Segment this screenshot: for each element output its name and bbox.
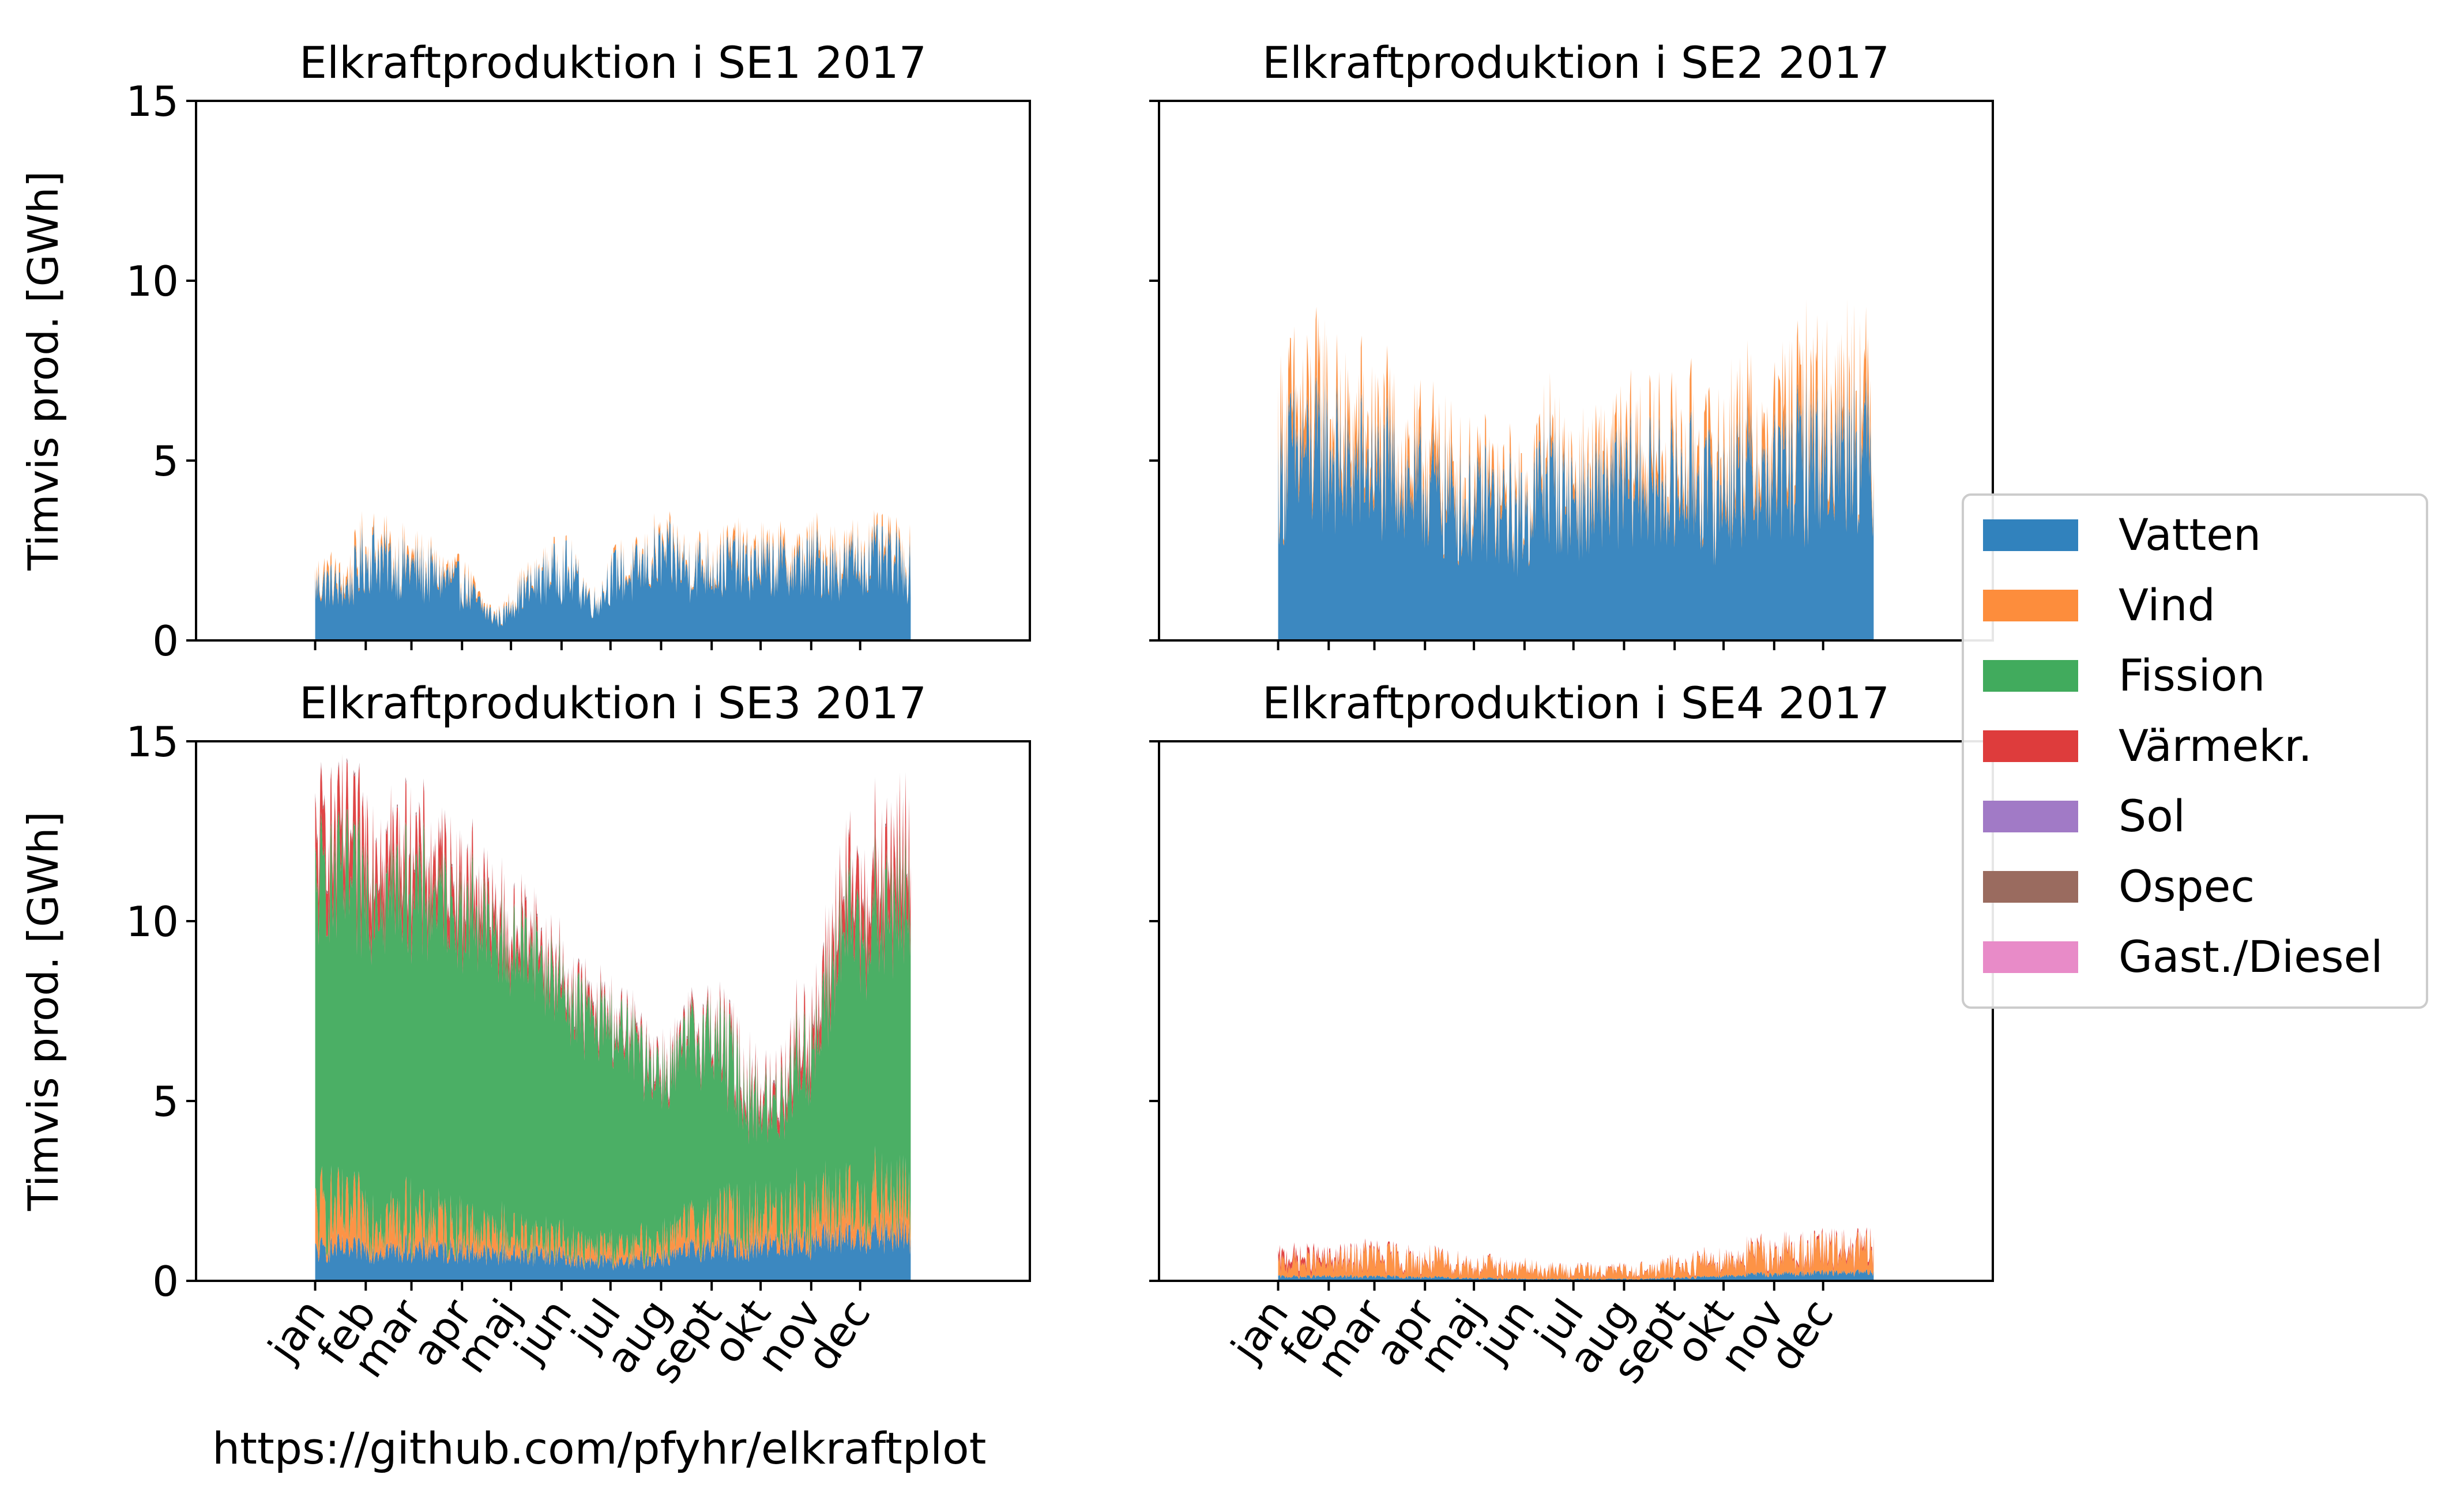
legend-swatch — [1983, 519, 2078, 551]
legend-label: Vatten — [2119, 509, 2261, 560]
legend-label: Vind — [2119, 579, 2215, 631]
legend-box — [1962, 493, 2428, 1009]
area-vatten — [1278, 363, 1874, 640]
axes-frame — [1158, 100, 1994, 642]
legend-swatch — [1983, 660, 2078, 692]
area-v-rmekr- — [1278, 1227, 1874, 1279]
legend-swatch — [1983, 801, 2078, 832]
y-tick-label: 10 — [126, 257, 179, 306]
y-tick-label: 5 — [152, 437, 179, 485]
area-vind — [315, 1145, 911, 1270]
subplot-se1: 0 5 10 15 Elkraftproduktion i SE1 2017 Timvis… — [19, 37, 1031, 665]
area-vatten — [315, 1214, 911, 1281]
y-tick-label: 0 — [152, 617, 179, 665]
y-axis-label: Timvis prod. [GWh] — [19, 812, 67, 1212]
area-vind — [315, 510, 911, 628]
legend: Vatten Vind Fission Värmekr. Sol Ospec Gast./D… — [1962, 493, 2428, 1009]
subplot-title: Elkraftproduktion i SE4 2017 — [1262, 677, 1890, 729]
y-tick-label: 10 — [126, 898, 179, 946]
area-vind — [1278, 1231, 1874, 1280]
y-tick-label: 0 — [152, 1257, 179, 1306]
legend-label: Gast./Diesel — [2119, 931, 2383, 982]
subplot-se2: Elkraftproduktion i SE2 2017 — [1149, 37, 1994, 650]
y-tick-label: 15 — [126, 77, 179, 126]
y-tick-label: 15 — [126, 718, 179, 766]
axes-frame — [1158, 740, 1994, 1282]
subplot-title: Elkraftproduktion i SE3 2017 — [299, 677, 927, 729]
area-vatten — [1278, 1269, 1874, 1281]
subplot-title: Elkraftproduktion i SE2 2017 — [1262, 37, 1890, 88]
area-vatten — [315, 519, 911, 640]
legend-label: Ospec — [2119, 861, 2255, 912]
axes-frame — [195, 100, 1031, 642]
legend-label: Fission — [2119, 650, 2265, 701]
area-v-rmekr- — [315, 756, 911, 1145]
legend-label: Sol — [2119, 790, 2185, 842]
subplot-title: Elkraftproduktion i SE1 2017 — [299, 37, 927, 88]
subplot-se4: janfebmaraprmajjunjulaugseptoktnovdecElk… — [1149, 677, 1994, 1392]
source-url: https://github.com/pfyhr/elkraftplot — [212, 1423, 987, 1474]
legend-swatch — [1983, 871, 2078, 903]
y-tick-label: 5 — [152, 1077, 179, 1126]
legend-swatch — [1983, 730, 2078, 762]
axes-frame — [195, 740, 1031, 1282]
subplot-se3: 051015janfebmaraprmajjunjulaugseptoktnov… — [19, 677, 1031, 1392]
y-axis-label: Timvis prod. [GWh] — [19, 171, 67, 571]
legend-label: Värmekr. — [2119, 720, 2312, 771]
legend-swatch — [1983, 590, 2078, 621]
legend-swatch — [1983, 941, 2078, 973]
area-fission — [315, 804, 911, 1269]
